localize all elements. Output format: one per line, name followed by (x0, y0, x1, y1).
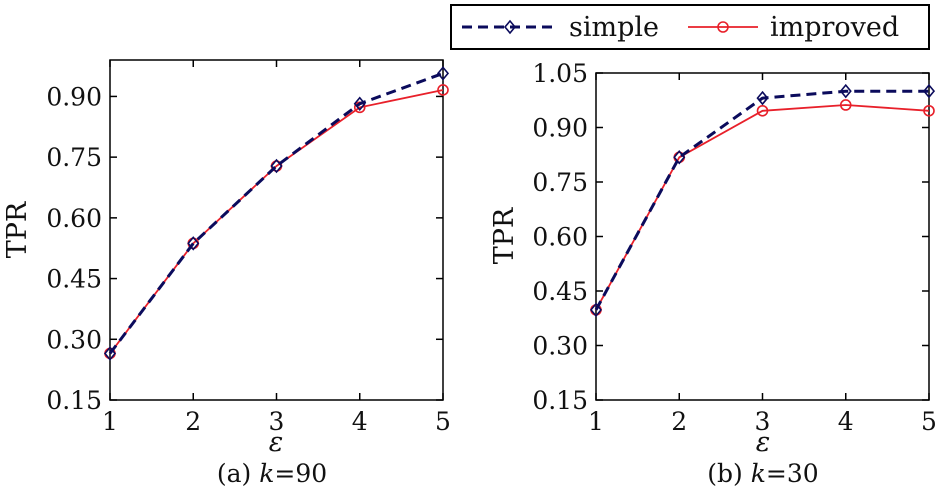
y-tick-label: 0.30 (46, 325, 102, 354)
caption-suffix: =90 (274, 459, 327, 488)
x-ticks: 1 2 3 4 5 (588, 73, 937, 436)
data-point-diamond (756, 90, 769, 106)
y-ticks: 0.15 0.30 0.45 0.60 0.75 0.90 (46, 82, 443, 415)
y-tick-label: 0.75 (46, 143, 102, 172)
caption-var: k (751, 459, 766, 488)
x-tick-label: 3 (269, 407, 285, 436)
legend-items: simple improved (462, 12, 899, 43)
x-tick-label: 2 (671, 407, 687, 436)
data-point-circle (756, 104, 769, 117)
data-point-diamond (839, 83, 852, 99)
x-axis-label: ε (269, 427, 284, 458)
y-tick-label: 0.60 (532, 223, 588, 252)
x-ticks: 1 2 3 4 5 (102, 60, 451, 436)
y-tick-label: 0.30 (532, 332, 588, 361)
data-point-diamond (589, 302, 603, 318)
data-point-circle (923, 104, 935, 117)
legend-label: improved (770, 12, 899, 43)
x-tick-label: 2 (185, 407, 201, 436)
data-point-circle (839, 99, 852, 111)
y-tick-label: 0.45 (46, 265, 102, 294)
series-line-simple (108, 71, 444, 355)
data-point-diamond (187, 236, 200, 251)
x-axis-label: ε (756, 427, 771, 458)
plot-frame (109, 59, 444, 401)
caption-suffix: =30 (766, 459, 819, 488)
data-point-circle (437, 84, 449, 96)
y-tick-label: 0.15 (532, 386, 588, 415)
panel-caption: (b) k=30 (707, 459, 818, 488)
series-improved (590, 99, 935, 316)
data-point-diamond (103, 346, 117, 361)
series-simple (589, 83, 936, 318)
series-layer (103, 66, 450, 361)
x-tick-label: 1 (102, 407, 118, 436)
series-line-improved (109, 89, 444, 355)
data-point-diamond (436, 66, 450, 81)
x-tick-label: 1 (588, 407, 604, 436)
series-improved (104, 84, 449, 360)
data-point-diamond (353, 96, 366, 111)
series-line-improved (595, 104, 930, 311)
plot-frame (595, 72, 930, 401)
y-axis-label: TPR (2, 201, 33, 258)
series-simple (103, 66, 450, 361)
panel-b: 0.15 0.30 0.45 0.60 0.75 0.90 1.05 1 2 3 4 5 TPR ε… (489, 59, 937, 488)
panel-caption: (a) k=90 (217, 459, 327, 488)
x-tick-label: 4 (838, 407, 854, 436)
legend-marker-diamond (503, 19, 517, 35)
series-line-simple (594, 89, 929, 311)
data-point-diamond (673, 150, 686, 165)
legend-marker-circle (717, 21, 729, 33)
y-tick-label: 1.05 (532, 59, 588, 88)
legend-item-improved: improved (688, 12, 899, 43)
y-tick-label: 0.90 (46, 82, 102, 111)
data-point-diamond (922, 83, 936, 99)
x-tick-label: 4 (352, 407, 368, 436)
caption-prefix: (a) (217, 459, 259, 488)
y-tick-label: 0.15 (46, 386, 102, 415)
y-tick-label: 0.60 (46, 204, 102, 233)
series-layer (589, 83, 936, 318)
caption-var: k (259, 459, 274, 488)
y-tick-label: 0.90 (532, 114, 588, 143)
y-axis-label: TPR (489, 207, 520, 264)
x-tick-label: 5 (435, 407, 451, 436)
legend-label: simple (569, 12, 659, 43)
panel-a: 0.15 0.30 0.45 0.60 0.75 0.90 1 2 3 4 5 TPR ε (a)… (2, 59, 451, 488)
y-tick-label: 0.45 (532, 277, 588, 306)
data-point-diamond (270, 158, 283, 174)
x-tick-label: 3 (755, 407, 771, 436)
legend-item-simple: simple (462, 12, 659, 43)
legend: simple improved (450, 4, 930, 50)
y-tick-label: 0.75 (532, 168, 588, 197)
x-tick-label: 5 (921, 407, 937, 436)
caption-prefix: (b) (707, 459, 750, 488)
y-ticks: 0.15 0.30 0.45 0.60 0.75 0.90 1.05 (532, 59, 929, 415)
